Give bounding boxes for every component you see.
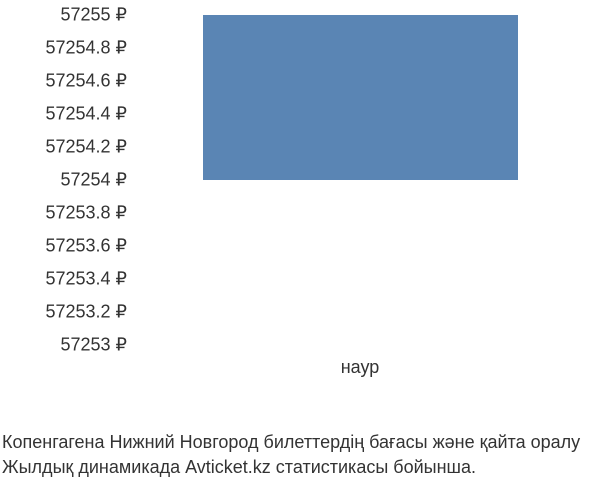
y-axis: 57255 ₽ 57254.8 ₽ 57254.6 ₽ 57254.4 ₽ 57254.… — [0, 0, 135, 360]
caption-line-1: Копенгагена Нижний Новгород билеттердің … — [2, 430, 598, 455]
plot-area — [135, 15, 585, 345]
caption-line-2: Жылдық динамикада Avticket.kz статистика… — [2, 455, 598, 480]
y-tick-label: 57254 ₽ — [60, 170, 127, 191]
chart-container: 57255 ₽ 57254.8 ₽ 57254.6 ₽ 57254.4 ₽ 57254.… — [0, 0, 600, 420]
y-tick-label: 57253.4 ₽ — [45, 269, 127, 290]
y-tick-label: 57255 ₽ — [60, 5, 127, 26]
y-tick-label: 57254.8 ₽ — [45, 38, 127, 59]
y-tick-label: 57254.4 ₽ — [45, 104, 127, 125]
y-tick-label: 57253 ₽ — [60, 335, 127, 356]
y-tick-label: 57253.2 ₽ — [45, 302, 127, 323]
bar — [203, 15, 518, 180]
x-axis-label: наур — [341, 357, 380, 378]
y-tick-label: 57253.6 ₽ — [45, 236, 127, 257]
y-tick-label: 57254.2 ₽ — [45, 137, 127, 158]
y-tick-label: 57253.8 ₽ — [45, 203, 127, 224]
chart-caption: Копенгагена Нижний Новгород билеттердің … — [0, 430, 600, 480]
y-tick-label: 57254.6 ₽ — [45, 71, 127, 92]
